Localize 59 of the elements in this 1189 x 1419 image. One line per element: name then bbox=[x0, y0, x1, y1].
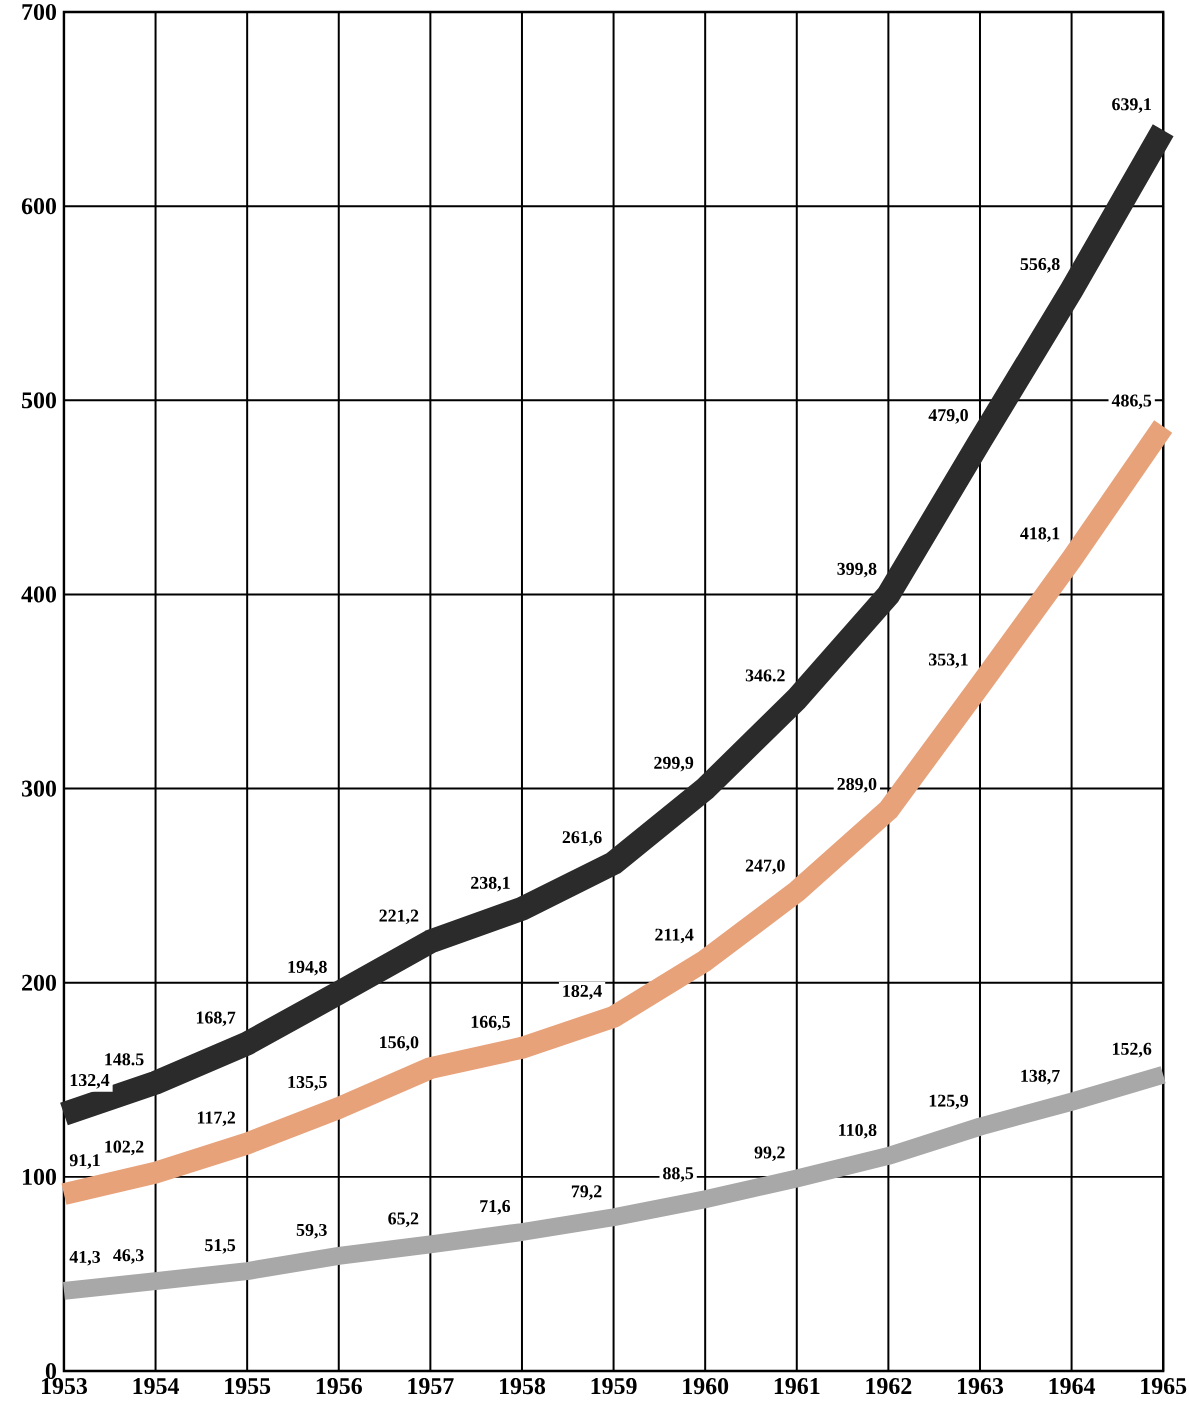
data-label: 221,2 bbox=[379, 909, 419, 925]
data-label: 556,8 bbox=[1020, 257, 1060, 273]
y-tick-label: 100 bbox=[22, 1168, 56, 1185]
data-label: 59,3 bbox=[296, 1223, 327, 1239]
data-label: 148.5 bbox=[105, 1053, 144, 1066]
data-label: 289,0 bbox=[837, 777, 877, 793]
data-label: 91,1 bbox=[69, 1154, 100, 1169]
data-label: 110,8 bbox=[839, 1123, 877, 1139]
data-label: 182,4 bbox=[563, 984, 602, 1000]
data-label: 399,8 bbox=[837, 562, 877, 578]
data-label: 117,2 bbox=[197, 1111, 235, 1127]
data-label: 65,2 bbox=[388, 1212, 419, 1228]
x-tick-label: 1959 bbox=[591, 1378, 637, 1395]
data-label: 99,2 bbox=[754, 1146, 785, 1162]
data-label: 168,7 bbox=[196, 1011, 236, 1027]
x-tick-label: 1961 bbox=[774, 1378, 820, 1395]
data-label: 125,9 bbox=[929, 1094, 968, 1110]
data-label: 418,1 bbox=[1020, 527, 1060, 542]
x-tick-label: 1958 bbox=[499, 1378, 545, 1395]
data-label: 247,0 bbox=[745, 859, 785, 875]
y-tick-label: 400 bbox=[21, 586, 56, 603]
data-label: 639,1 bbox=[1112, 98, 1151, 113]
data-label: 166,5 bbox=[471, 1015, 510, 1031]
x-tick-label: 1962 bbox=[866, 1378, 912, 1395]
x-tick-label: 1956 bbox=[316, 1378, 362, 1395]
y-tick-label: 500 bbox=[21, 392, 56, 409]
data-label: 194,8 bbox=[288, 960, 327, 976]
data-label: 353,1 bbox=[928, 653, 968, 669]
data-label: 261,6 bbox=[562, 831, 602, 846]
x-tick-label: 1953 bbox=[41, 1378, 87, 1395]
y-tick-label: 200 bbox=[22, 974, 56, 991]
data-label: 102,2 bbox=[105, 1140, 144, 1156]
data-label: 79,2 bbox=[571, 1185, 602, 1200]
y-tick-label: 300 bbox=[21, 780, 56, 797]
data-label: 135,5 bbox=[288, 1075, 327, 1091]
x-tick-label: 1964 bbox=[1049, 1378, 1095, 1395]
data-label: 41,3 bbox=[69, 1250, 100, 1266]
y-tick-label: 700 bbox=[22, 3, 56, 21]
data-label: 479,0 bbox=[928, 409, 968, 424]
data-label: 88,5 bbox=[662, 1167, 694, 1182]
data-label: 299,9 bbox=[654, 756, 694, 772]
data-label: 238,1 bbox=[470, 876, 510, 892]
y-tick-label: 600 bbox=[21, 198, 56, 215]
data-label: 71,6 bbox=[480, 1200, 511, 1215]
data-label: 132,4 bbox=[70, 1074, 110, 1089]
x-tick-label: 1960 bbox=[683, 1378, 729, 1395]
x-tick-label: 1954 bbox=[133, 1378, 179, 1395]
x-tick-label: 1955 bbox=[225, 1378, 271, 1395]
data-label: 156,0 bbox=[380, 1036, 419, 1051]
x-tick-label: 1965 bbox=[1141, 1378, 1187, 1395]
data-label: 46,3 bbox=[113, 1249, 144, 1264]
data-label: 152,6 bbox=[1112, 1042, 1152, 1058]
data-label: 51,5 bbox=[205, 1239, 236, 1254]
data-label: 138,7 bbox=[1021, 1069, 1060, 1085]
data-label: 486,5 bbox=[1111, 394, 1152, 410]
data-label: 211,4 bbox=[655, 928, 694, 944]
data-label: 346.2 bbox=[745, 669, 785, 682]
x-tick-label: 1963 bbox=[957, 1378, 1003, 1395]
x-tick-label: 1957 bbox=[408, 1378, 454, 1395]
